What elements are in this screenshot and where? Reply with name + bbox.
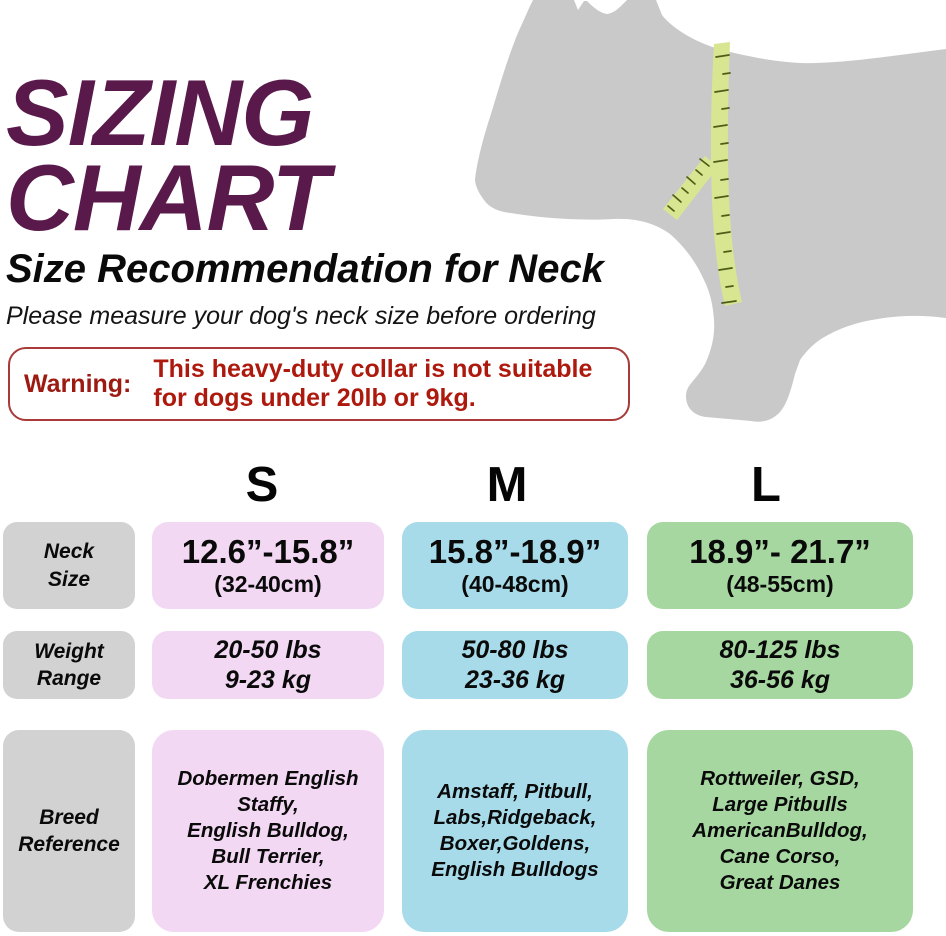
size-column-header-l: L: [751, 458, 781, 512]
neck-cm-m: (40-48cm): [461, 571, 569, 597]
breed-line: AmericanBulldog,: [692, 819, 868, 843]
dog-illustration: [466, 0, 946, 445]
cell-breed-l: Rottweiler, GSD, Large Pitbulls American…: [647, 730, 913, 932]
warning-box: Warning: This heavy-duty collar is not s…: [8, 347, 630, 421]
page-subtitle: Size Recommendation for Neck: [6, 247, 604, 291]
measure-note: Please measure your dog's neck size befo…: [6, 302, 596, 330]
warning-message-line-1: This heavy-duty collar is not suitable: [153, 355, 593, 383]
measuring-tape-diagonal: [663, 156, 718, 220]
breed-line: English Bulldog,: [187, 819, 349, 843]
breed-line: Bull Terrier,: [211, 844, 325, 868]
row-label-breed-reference: Breed Reference: [3, 730, 135, 932]
breed-line: Cane Corso,: [719, 844, 841, 868]
breed-line: Staffy,: [237, 793, 299, 817]
row-label-neck-line-2: Size: [47, 567, 91, 591]
weight-lbs-l: 80-125 lbs: [719, 635, 841, 664]
cell-neck-size-l: 18.9”- 21.7” (48-55cm): [647, 522, 913, 609]
row-label-weight-line-1: Weight: [34, 639, 104, 663]
tape-tick-marks: [667, 54, 737, 304]
breed-line: Great Danes: [719, 870, 841, 894]
weight-lbs-m: 50-80 lbs: [461, 635, 569, 664]
neck-cm-s: (32-40cm): [214, 571, 322, 597]
neck-inches-s: 12.6”-15.8”: [181, 533, 355, 570]
page-title: SIZING CHART: [6, 60, 329, 250]
neck-cm-l: (48-55cm): [726, 571, 834, 597]
breed-line: Dobermen English: [177, 767, 359, 791]
page-title-line-1: SIZING: [6, 60, 314, 165]
neck-inches-l: 18.9”- 21.7”: [689, 533, 871, 570]
weight-kg-l: 36-56 kg: [729, 666, 831, 694]
cell-breed-s: Dobermen English Staffy, English Bulldog…: [152, 730, 384, 932]
row-label-neck-line-1: Neck: [43, 540, 95, 564]
weight-kg-s: 9-23 kg: [224, 666, 312, 694]
cell-neck-size-m: 15.8”-18.9” (40-48cm): [402, 522, 628, 609]
breed-line: Large Pitbulls: [712, 793, 848, 817]
cell-weight-s: 20-50 lbs 9-23 kg: [152, 631, 384, 699]
breed-line: XL Frenchies: [203, 870, 333, 894]
cell-weight-l: 80-125 lbs 36-56 kg: [647, 631, 913, 699]
weight-kg-m: 23-36 kg: [464, 666, 566, 694]
page-title-line-2: CHART: [6, 144, 329, 250]
cell-neck-size-s: 12.6”-15.8” (32-40cm): [152, 522, 384, 609]
breed-line: English Bulldogs: [431, 857, 599, 881]
size-column-header-s: S: [245, 458, 279, 512]
row-label-weight-range: Weight Range: [3, 631, 135, 699]
breed-line: Boxer,Goldens,: [439, 832, 591, 855]
breed-line: Labs,Ridgeback,: [433, 806, 597, 830]
size-column-header-m: M: [486, 458, 528, 512]
row-label-breed-line-1: Breed: [39, 805, 99, 829]
row-label-weight-line-2: Range: [36, 667, 102, 690]
neck-inches-m: 15.8”-18.9”: [428, 533, 602, 570]
weight-lbs-s: 20-50 lbs: [214, 635, 322, 664]
cell-weight-m: 50-80 lbs 23-36 kg: [402, 631, 628, 699]
measuring-tape-vertical: [710, 42, 742, 306]
warning-label: Warning:: [24, 369, 132, 398]
warning-message: This heavy-duty collar is not suitable f…: [153, 355, 592, 413]
breed-line: Amstaff, Pitbull,: [437, 780, 593, 804]
row-label-neck-size: Neck Size: [3, 522, 135, 609]
dog-silhouette: [475, 0, 946, 422]
dog-silhouette-svg: [475, 0, 946, 422]
cell-breed-m: Amstaff, Pitbull, Labs,Ridgeback, Boxer,…: [402, 730, 628, 932]
warning-message-line-2: for dogs under 20lb or 9kg.: [153, 384, 476, 412]
breed-line: Rottweiler, GSD,: [700, 767, 860, 791]
row-label-breed-line-2: Reference: [18, 833, 120, 856]
